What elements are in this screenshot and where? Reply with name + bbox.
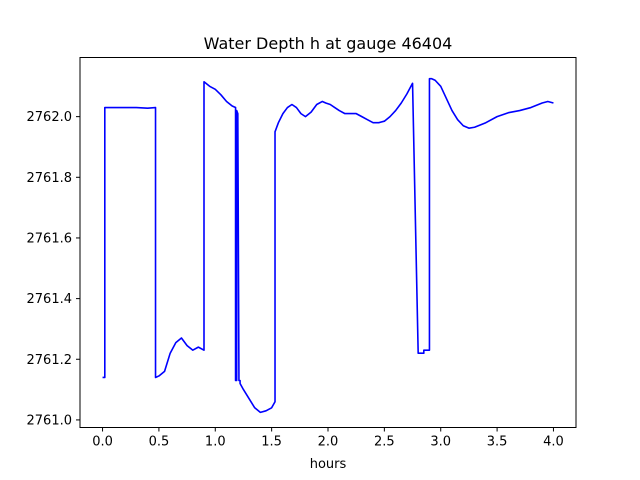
y-tick-label: 2761.0 [27, 413, 73, 428]
y-axis-ticks: 2761.0 2761.2 2761.4 2761.6 2761.8 2762.0 [27, 110, 80, 428]
axes-frame [79, 57, 577, 428]
x-tick-label: 3.0 [430, 435, 451, 450]
y-tick-label: 2761.4 [27, 292, 73, 307]
x-tick-label: 2.5 [374, 435, 395, 450]
x-axis-label: hours [310, 457, 347, 472]
x-tick-label: 1.5 [261, 435, 282, 450]
plot-area [102, 77, 554, 414]
x-tick-label: 2.0 [318, 435, 339, 450]
x-tick-label: 0.5 [149, 435, 170, 450]
x-tick-label: 0.0 [92, 435, 113, 450]
x-axis-ticks: 0.0 0.5 1.0 1.5 2.0 2.5 3.0 3.5 4.0 [92, 427, 564, 450]
x-tick-label: 4.0 [543, 435, 564, 450]
chart-title: Water Depth h at gauge 46404 [204, 34, 453, 53]
y-tick-label: 2761.6 [27, 231, 73, 246]
y-tick-label: 2761.2 [27, 353, 73, 368]
x-tick-label: 3.5 [487, 435, 508, 450]
series-line-0 [102, 77, 554, 414]
y-tick-label: 2761.8 [27, 171, 73, 186]
y-tick-label: 2762.0 [27, 110, 73, 125]
x-tick-label: 1.0 [205, 435, 226, 450]
